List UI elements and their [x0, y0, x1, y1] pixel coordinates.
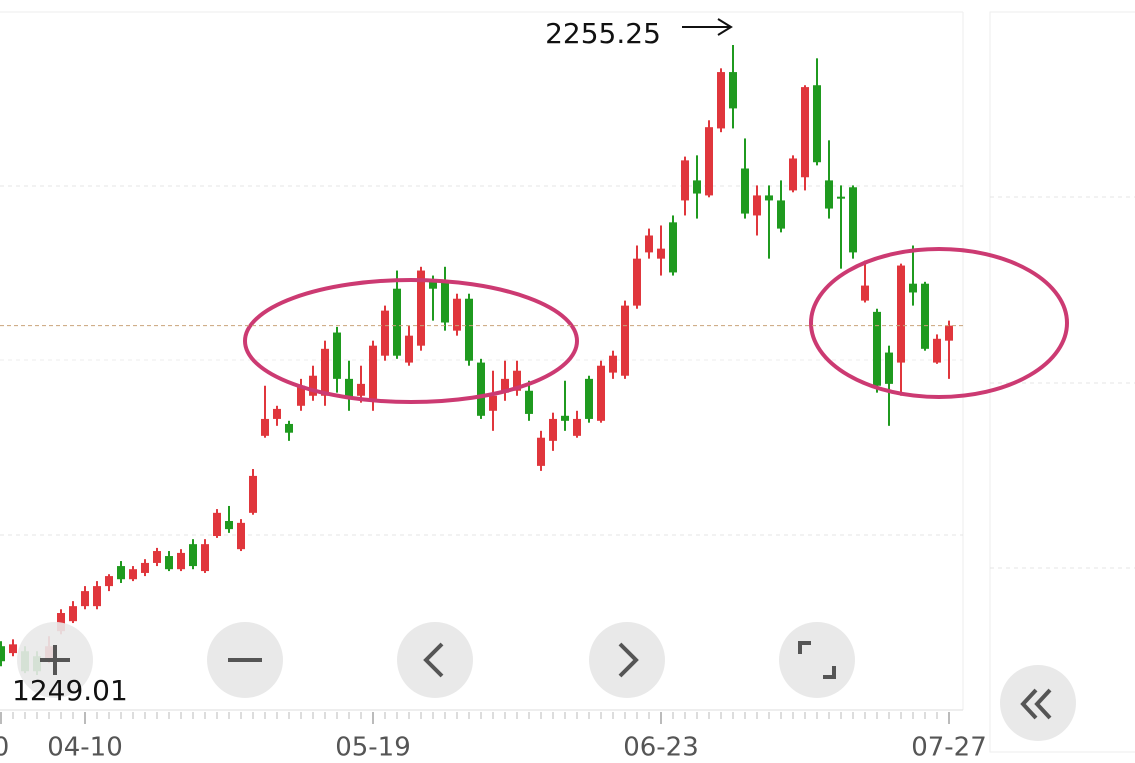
collapse-button[interactable]	[1000, 665, 1076, 741]
candle-body	[933, 338, 941, 363]
x-tick-label: 05-19	[335, 733, 411, 760]
candle-body	[465, 298, 473, 361]
candle-body	[0, 646, 5, 662]
candle-body	[345, 378, 353, 399]
candle-body	[837, 196, 845, 199]
candle-body	[597, 365, 605, 421]
candle-body	[477, 362, 485, 416]
candle-body	[561, 415, 569, 421]
candle-body	[81, 591, 89, 607]
candle-body	[777, 200, 785, 229]
candle-body	[129, 569, 137, 580]
candle-body	[573, 418, 581, 436]
candle-body	[201, 544, 209, 572]
candle-body	[489, 395, 497, 411]
x-tick-label: 04-10	[47, 733, 123, 760]
candle-body	[789, 158, 797, 191]
candle-body	[249, 475, 257, 513]
candle-body	[741, 168, 749, 214]
candle-body	[633, 258, 641, 306]
candle-body	[57, 613, 65, 632]
candle-body	[669, 222, 677, 273]
candle-body	[417, 270, 425, 346]
zoom-out-button[interactable]	[207, 622, 283, 698]
candle-body	[681, 160, 689, 201]
candle-body	[861, 285, 869, 301]
candle-body	[237, 522, 245, 550]
candle-body	[333, 332, 341, 379]
candle-body	[537, 437, 545, 466]
candle-body	[261, 418, 269, 436]
candle-body	[321, 348, 329, 396]
candle-body	[213, 512, 221, 537]
candle-body	[753, 195, 761, 216]
candle-body	[273, 408, 281, 419]
candle-body	[105, 576, 113, 587]
candle-body	[153, 551, 161, 563]
candle-body	[801, 87, 809, 178]
candle-body	[885, 352, 893, 384]
candle-body	[297, 385, 305, 406]
candle-body	[645, 235, 653, 253]
candle-body	[513, 370, 521, 391]
candle-body	[369, 345, 377, 399]
candle-body	[357, 383, 365, 396]
candle-body	[717, 72, 725, 129]
side-panel	[989, 11, 1135, 753]
candle-body	[693, 180, 701, 194]
annotation-ellipse	[809, 247, 1069, 399]
candle-body	[453, 298, 461, 331]
candle-body	[909, 283, 917, 293]
candle-body	[141, 562, 149, 573]
next-button[interactable]	[589, 622, 665, 698]
min-label: 1249.01	[12, 674, 128, 707]
candle-body	[69, 606, 77, 622]
candle-body	[921, 283, 929, 349]
candle-body	[309, 375, 317, 396]
candle-body	[117, 566, 125, 580]
candle-body	[825, 180, 833, 209]
candle-body	[405, 335, 413, 363]
candle-body	[897, 265, 905, 363]
zoom-in-button[interactable]	[17, 622, 93, 698]
candle-body	[945, 325, 953, 341]
x-tick-label: 0	[0, 733, 9, 760]
candle-body	[285, 423, 293, 433]
candle-body	[9, 644, 17, 654]
candle-body	[765, 195, 773, 201]
candle-body	[609, 355, 617, 373]
annotation-ellipse	[243, 278, 579, 404]
prev-button[interactable]	[397, 622, 473, 698]
candle-body	[501, 378, 509, 393]
x-tick-label: 06-23	[623, 733, 699, 760]
candle-body	[381, 310, 389, 356]
candle-body	[705, 127, 713, 196]
max-arrow	[682, 18, 733, 36]
candle-body	[189, 544, 197, 567]
candle-body	[657, 248, 665, 259]
candle-body	[729, 72, 737, 109]
max-label: 2255.25	[545, 17, 661, 50]
candle-body	[165, 556, 173, 570]
candle-body	[813, 85, 821, 163]
candle-body	[429, 280, 437, 289]
candle-body	[621, 305, 629, 376]
candle-body	[549, 418, 557, 441]
candle-body	[441, 282, 449, 323]
candle-body	[393, 288, 401, 356]
candle-body	[225, 520, 233, 530]
candle-body	[525, 390, 533, 414]
candle-body	[849, 187, 857, 253]
candle-body	[873, 311, 881, 386]
candle-body	[93, 586, 101, 607]
candle-body	[585, 378, 593, 419]
fullscreen-button[interactable]	[779, 622, 855, 698]
candle-body	[177, 552, 185, 570]
x-tick-label: 07-27	[911, 733, 987, 760]
